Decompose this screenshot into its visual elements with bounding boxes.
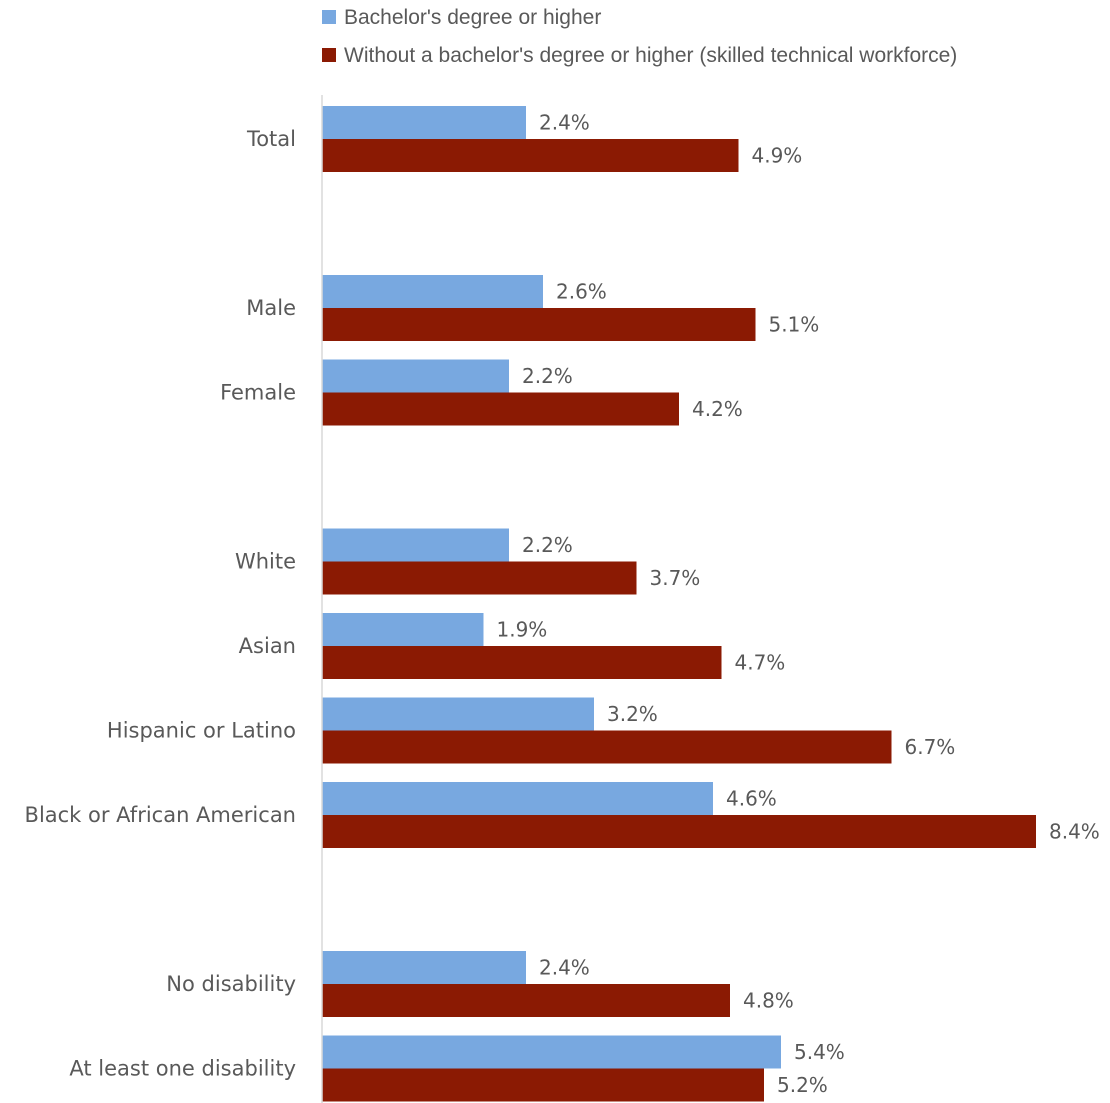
value-label-white-series-2: 3.7% [650,566,701,590]
value-label-asian-series-1: 1.9% [497,618,548,642]
value-label-no-disability-series-2: 4.8% [743,989,794,1013]
category-label-white: White [235,550,296,574]
legend-swatch-1 [322,10,336,24]
bar-black-or-african-american-series-2 [322,815,1036,848]
value-label-at-least-one-disability-series-1: 5.4% [794,1040,845,1064]
bar-white-series-2 [322,561,637,595]
category-label-total: Total [246,127,296,151]
legend-label-2: Without a bachelor's degree or higher (s… [344,44,957,67]
value-label-no-disability-series-1: 2.4% [539,956,590,980]
value-label-total-series-2: 4.9% [752,144,803,168]
value-label-hispanic-or-latino-series-2: 6.7% [905,735,956,759]
value-label-white-series-1: 2.2% [522,533,573,557]
value-label-hispanic-or-latino-series-1: 3.2% [607,702,658,726]
value-label-female-series-1: 2.2% [522,364,573,388]
bar-hispanic-or-latino-series-1 [322,697,594,731]
value-label-black-or-african-american-series-2: 8.4% [1049,820,1100,844]
bars [322,106,1036,1102]
bar-no-disability-series-1 [322,951,526,984]
legend: Bachelor's degree or higher Without a bac… [322,6,957,67]
bar-asian-series-1 [322,613,484,646]
bar-asian-series-2 [322,646,722,679]
value-label-asian-series-2: 4.7% [735,651,786,675]
category-label-at-least-one-disability: At least one disability [69,1057,296,1081]
category-label-hispanic-or-latino: Hispanic or Latino [107,719,296,743]
value-label-total-series-1: 2.4% [539,111,590,135]
value-label-female-series-2: 4.2% [692,397,743,421]
value-label-black-or-african-american-series-1: 4.6% [726,787,777,811]
category-label-no-disability: No disability [166,972,296,996]
bar-total-series-2 [322,139,739,172]
bar-total-series-1 [322,106,526,139]
legend-label-1: Bachelor's degree or higher [344,6,601,29]
value-labels: 2.4% 4.9% 2.6% 5.1% 2.2% 4.2% 2.2% 3.7% 1.9% 4.7%… [497,111,1100,1098]
bar-black-or-african-american-series-1 [322,782,713,815]
value-label-male-series-1: 2.6% [556,280,607,304]
bar-white-series-1 [322,528,509,562]
value-label-at-least-one-disability-series-2: 5.2% [777,1073,828,1097]
bar-at-least-one-disability-series-1 [322,1035,781,1069]
bar-female-series-2 [322,392,679,426]
category-label-black-or-african-american: Black or African American [25,803,296,827]
category-label-male: Male [246,296,296,320]
bar-male-series-2 [322,308,756,341]
category-label-asian: Asian [239,634,296,658]
category-labels: Total Male Female White Asian Hispanic or Lat… [25,127,296,1081]
value-label-male-series-2: 5.1% [769,313,820,337]
bar-female-series-1 [322,359,509,393]
bar-male-series-1 [322,275,543,308]
bar-hispanic-or-latino-series-2 [322,730,892,764]
bar-at-least-one-disability-series-2 [322,1068,764,1102]
category-label-female: Female [220,381,296,405]
legend-swatch-2 [322,48,336,62]
bar-no-disability-series-2 [322,984,730,1017]
